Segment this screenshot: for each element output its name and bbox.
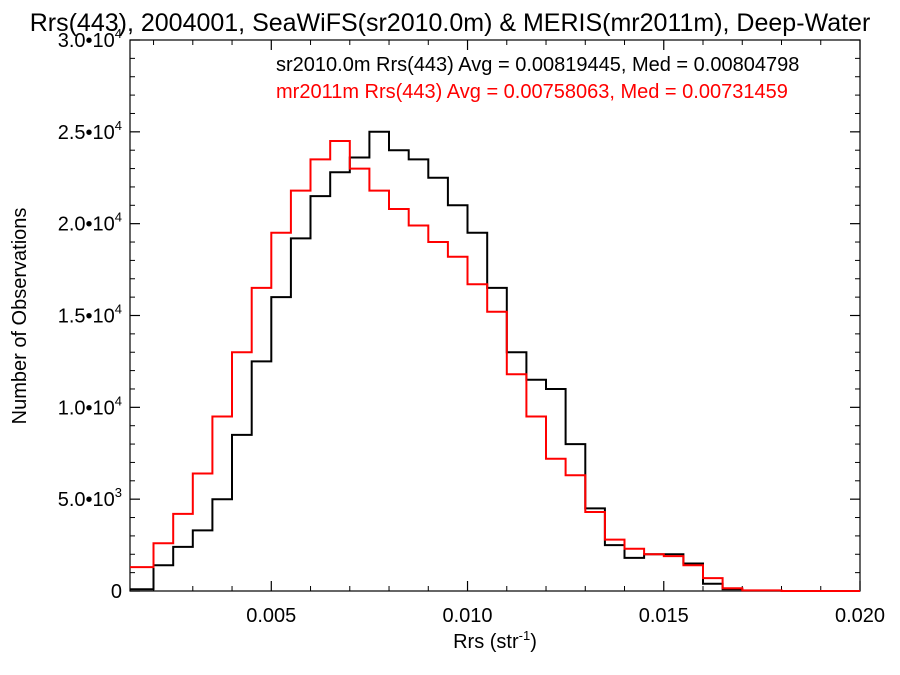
x-axis-title-sup: -1 (519, 628, 531, 643)
x-tick-label: 0.005 (246, 605, 296, 627)
x-axis-title-main: Rrs (str (453, 631, 519, 653)
legend-entry-mr2011: mr2011m Rrs(443) Avg = 0.00758063, Med =… (276, 81, 788, 103)
y-tick-label: 0 (111, 581, 122, 603)
y-tick-label: 5.0•103 (58, 485, 122, 511)
legend-entry-sr2010: sr2010.0m Rrs(443) Avg = 0.00819445, Med… (276, 54, 799, 76)
series-line-1 (130, 140, 860, 592)
y-tick-label: 2.5•104 (58, 118, 122, 144)
x-axis-title: Rrs (str-1) (453, 628, 537, 653)
plot-frame (129, 39, 861, 592)
y-tick-label: 1.0•104 (58, 393, 122, 419)
chart-title: Rrs(443), 2004001, SeaWiFS(sr2010.0m) & … (30, 9, 871, 37)
series-line-0 (130, 130, 860, 592)
x-tick-label: 0.010 (442, 605, 492, 627)
y-tick-label: 1.5•104 (58, 302, 122, 328)
y-tick-label: 3.0•104 (58, 26, 122, 52)
x-axis-title-end: ) (530, 631, 537, 653)
x-tick-label: 0.020 (835, 605, 885, 627)
y-axis-title: Number of Observations (9, 208, 31, 425)
axis-ticks: 0.005 0.010 0.015 0.020 0 5.0•103 1.0•104 1.5•1… (58, 26, 885, 627)
x-tick-label: 0.015 (639, 605, 689, 627)
series-lines (130, 130, 860, 592)
y-tick-label: 2.0•104 (58, 210, 122, 236)
